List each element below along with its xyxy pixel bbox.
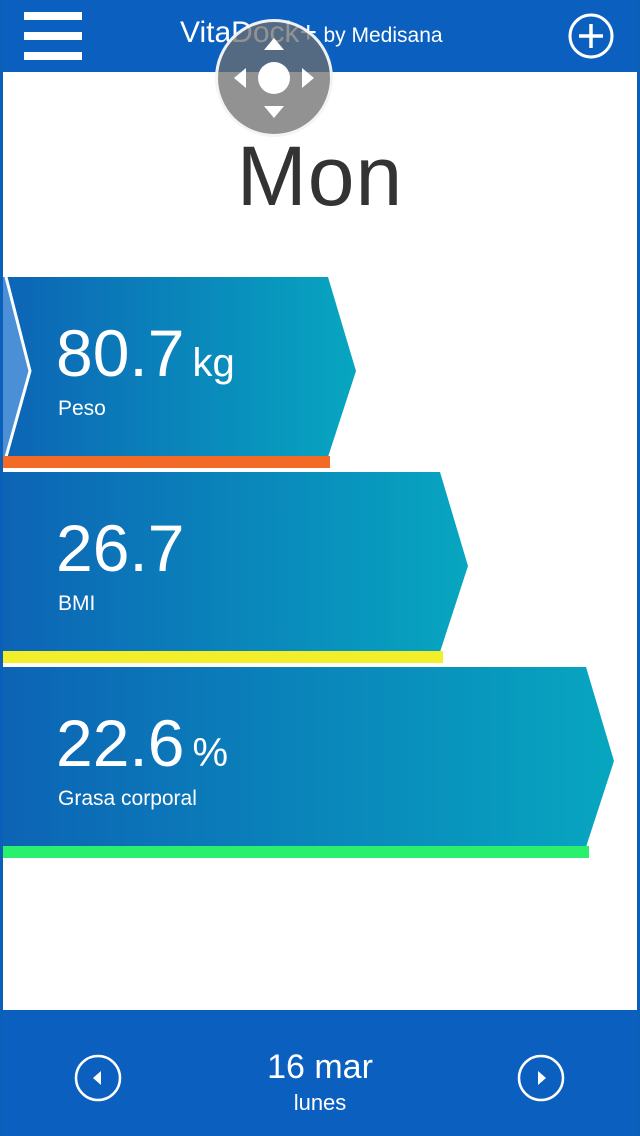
hamburger-menu-icon[interactable]: [24, 10, 82, 62]
current-date: 16 mar: [267, 1048, 373, 1086]
date-footer: 16 mar lunes: [0, 1010, 640, 1136]
metric-card-body-fat[interactable]: 22.6% Grasa corporal: [0, 667, 618, 859]
metric-number: 26.7: [56, 511, 185, 585]
metric-unit: kg: [192, 341, 235, 385]
metric-label: Grasa corporal: [58, 787, 197, 810]
metric-card-weight[interactable]: 80.7 kg Peso: [0, 277, 360, 469]
metric-label: BMI: [58, 592, 96, 615]
metric-value: 22.6%: [56, 705, 228, 781]
metric-value: 80.7 kg: [56, 315, 235, 391]
metric-label: Peso: [58, 397, 106, 420]
metric-number: 80.7: [56, 316, 185, 390]
app-brand-sub: by Medisana: [323, 24, 443, 47]
metric-unit: %: [192, 731, 229, 775]
metric-value: 26.7: [56, 510, 192, 586]
metric-status-bar: [0, 456, 330, 468]
metric-status-bar: [0, 846, 589, 858]
chevron-right-circle-icon[interactable]: [517, 1054, 565, 1102]
plus-circle-icon[interactable]: [568, 13, 614, 59]
metric-card-bmi[interactable]: 26.7 BMI: [0, 472, 472, 664]
chevron-left-circle-icon[interactable]: [74, 1054, 122, 1102]
metric-status-bar: [0, 651, 443, 663]
joystick-dpad-icon[interactable]: [215, 19, 333, 137]
current-weekday: lunes: [293, 1090, 347, 1115]
day-title: Mon: [236, 129, 404, 223]
metric-number: 22.6: [56, 706, 185, 780]
